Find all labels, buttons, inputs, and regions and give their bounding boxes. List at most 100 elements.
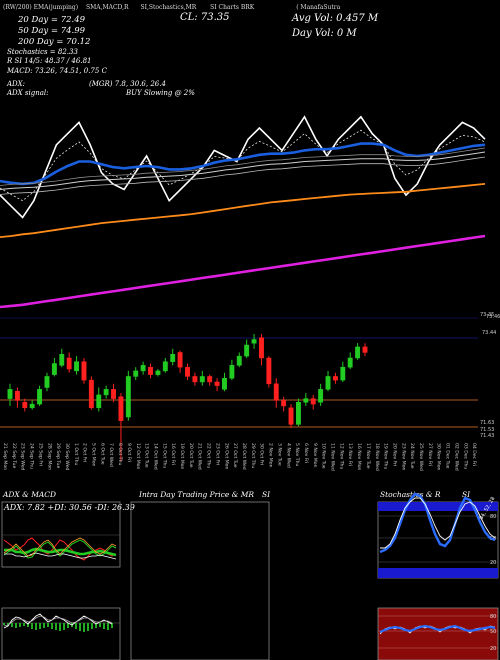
candle-down — [259, 337, 264, 359]
adx-minus-di-line — [3, 537, 117, 561]
candle-up — [155, 370, 161, 375]
x-tick-label: 24 Sep Thu — [29, 443, 35, 469]
adx-label: ADX: — [7, 80, 26, 88]
x-tick-label: 4 Nov Wed — [285, 443, 291, 468]
x-tick-label: 29 Sep Tue — [55, 443, 61, 468]
rsi-tick-label: 80 — [490, 614, 496, 620]
candle-up — [7, 389, 13, 399]
header-strip: (RW/200) EMA(jumping) SMA,MACD,R SI,Stoc… — [3, 4, 340, 11]
macd-panel-frame — [1, 607, 121, 660]
candle-up — [74, 361, 80, 372]
candle-up — [347, 357, 353, 368]
level-label: 73.46 — [486, 314, 500, 320]
candle-up — [125, 376, 131, 418]
candle-down — [362, 346, 368, 353]
x-tick-label: 16 Oct Fri — [170, 443, 176, 465]
x-tick-label: 21 Sep Mon — [2, 443, 8, 470]
candle-up — [59, 354, 65, 366]
x-tick-label: 1 Oct Thu — [73, 443, 79, 466]
x-tick-label: 20 Nov Fri — [392, 443, 398, 466]
candle-down — [88, 379, 94, 409]
x-tick-label: 21 Oct Wed — [197, 443, 203, 470]
macd-histogram-bar — [27, 623, 29, 627]
macd-signal-line — [3, 615, 113, 627]
x-tick-label: 8 Oct Thu — [117, 443, 123, 466]
rsi-line — [379, 624, 496, 634]
candle-down — [332, 376, 338, 381]
macd-value: MACD: 73.26, 74.51, 0.75 C — [7, 67, 107, 75]
candle-up — [222, 378, 227, 390]
day-volume: Day Vol: 0 M — [292, 28, 357, 39]
candle-up — [133, 370, 139, 377]
x-tick-label: 10 Nov Tue — [321, 443, 327, 469]
x-tick-label: 5 Oct Mon — [91, 443, 97, 467]
x-tick-label: 23 Oct Fri — [214, 443, 220, 465]
candle-up — [244, 344, 250, 357]
stochastics-value: Stochastics = 82.33 — [7, 48, 78, 56]
x-tick-label: 19 Nov Thu — [383, 443, 389, 469]
x-tick-label: 5 Nov Thu — [294, 443, 300, 467]
candle-up — [162, 361, 168, 372]
close-price: CL: 73.35 — [180, 12, 230, 23]
candle-down — [310, 398, 316, 405]
level-label: 71.53 — [480, 427, 494, 433]
ma-line-ema — [0, 156, 486, 195]
x-tick-label: 22 Oct Thu — [206, 443, 212, 468]
macd-histogram-bar — [55, 623, 57, 630]
stoch-oversold-band — [378, 568, 498, 578]
x-tick-label: 03 Dec Thu — [462, 443, 468, 469]
buy-signal: BUY Slowing @ 2% — [126, 89, 195, 97]
x-tick-label: 17 Nov Tue — [365, 443, 371, 469]
macd-histogram-bar — [43, 623, 45, 628]
intraday-panel-title: Intra Day Trading Price & MR — [139, 490, 255, 499]
ma-line-sma20 — [0, 142, 486, 186]
ma-line-price — [0, 115, 486, 219]
x-tick-label: 16 Nov Mon — [356, 443, 362, 471]
macd-histogram-bar — [103, 623, 105, 629]
x-tick-label: 28 Sep Mon — [46, 443, 52, 470]
level-label: 73.44 — [482, 330, 496, 336]
macd-histogram-bar — [95, 623, 97, 628]
candle-down — [273, 383, 279, 401]
candle-down — [281, 400, 287, 407]
x-tick-label: 2 Oct Fri — [82, 443, 88, 462]
candle-up — [340, 366, 346, 381]
candle-down — [118, 396, 124, 421]
candle-up — [140, 365, 146, 372]
candle-up — [229, 365, 235, 379]
candle-up — [51, 363, 57, 375]
candle-up — [96, 394, 102, 409]
candle-down — [207, 376, 213, 383]
macd-histogram-bar — [75, 623, 77, 629]
x-tick-label: 6 Oct Tue — [99, 443, 105, 465]
candle-up — [325, 376, 331, 390]
ma-line-sma200 — [0, 234, 486, 309]
stoch-panel-suffix: SI — [462, 490, 471, 499]
x-tick-label: 25 Nov Wed — [418, 443, 424, 471]
candle-down — [214, 381, 220, 386]
macd-histogram-bar — [35, 623, 37, 630]
adx-values: (MGR) 7.8, 30.6, 26.4 — [89, 80, 166, 88]
x-tick-label: 9 Nov Mon — [312, 443, 318, 468]
header-item: ( ManafaSutra — [296, 4, 341, 11]
candle-down — [66, 357, 72, 370]
x-tick-label: 13 Nov Fri — [347, 443, 353, 466]
stoch-panel-title: Stochastics & R — [380, 490, 441, 499]
adx-line — [4, 547, 117, 557]
stoch-tick-label: 80 — [490, 514, 496, 520]
x-tick-label: 13 Oct Tue — [144, 443, 150, 468]
x-tick-label: 20 Oct Tue — [188, 443, 194, 468]
x-tick-label: 12 Oct Mon — [135, 443, 141, 469]
x-tick-label: 24 Nov Tue — [409, 443, 415, 469]
avg-volume: Avg Vol: 0.457 M — [292, 13, 379, 24]
candle-down — [266, 357, 272, 385]
ma-line-sma50-upper — [0, 147, 486, 186]
adx-signal-label: ADX signal: — [7, 89, 49, 97]
macd-histogram-bar — [99, 623, 101, 627]
candle-down — [177, 352, 183, 368]
adx-panel-title: ADX & MACD — [3, 490, 57, 499]
candle-up — [37, 389, 43, 405]
adx-orange-line — [3, 537, 117, 557]
macd-histogram-bar — [15, 623, 17, 628]
